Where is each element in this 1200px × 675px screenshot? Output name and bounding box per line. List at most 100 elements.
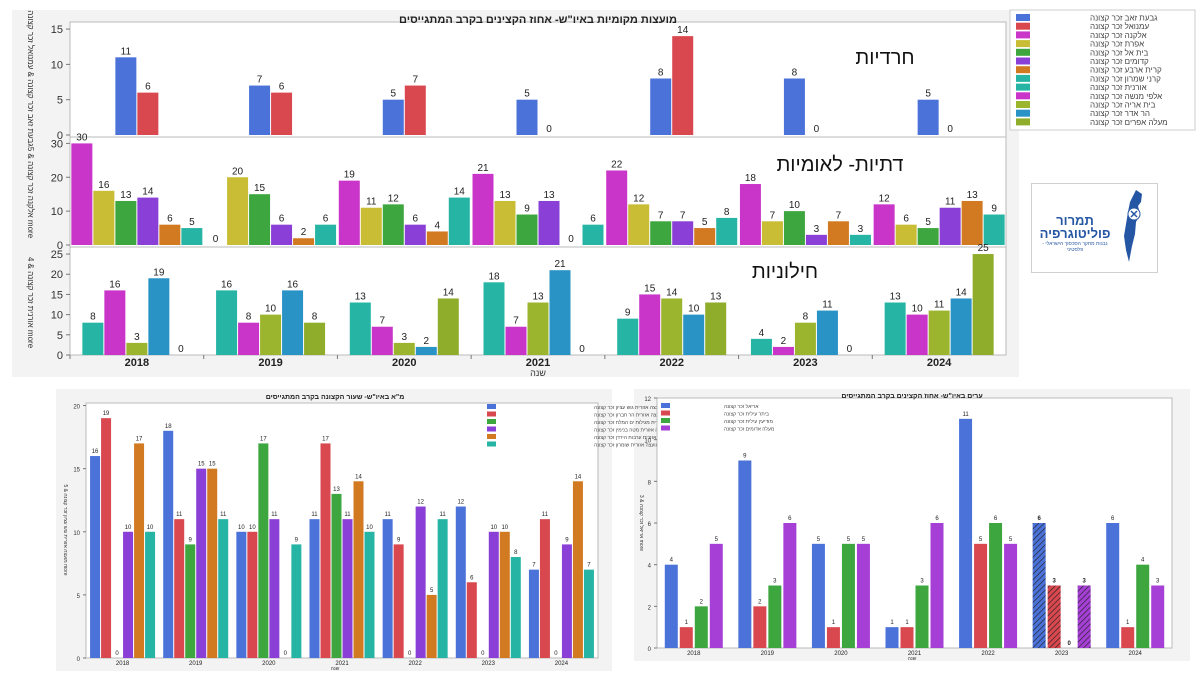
data-label: 9 [565,537,569,543]
bar [679,627,693,648]
data-label: 1 [1126,620,1130,626]
data-label: 10 [912,304,924,315]
bar [1151,585,1165,648]
data-label: 14 [677,25,689,36]
data-label: 10 [490,525,497,531]
legend-entry: מועצה אזורית הר חברון זכר קצונה [594,413,665,419]
bar [738,460,752,648]
bar [216,290,238,355]
bar [181,228,203,245]
bar [448,197,470,245]
data-label: 13 [543,190,555,201]
bar [185,544,196,658]
x-axis-label: שנה [331,666,340,672]
data-label: 8 [312,312,318,323]
data-label: 9 [189,537,193,543]
bar [826,627,840,648]
data-label: 12 [633,193,645,204]
data-label: 13 [120,190,132,201]
data-label: 16 [109,279,121,290]
y-tick-label: 10 [51,206,63,218]
data-label: 5 [979,537,983,543]
x-tick-label: 2019 [258,357,282,369]
bar [137,92,159,135]
bar [415,346,437,355]
data-label: 0 [814,124,820,135]
data-label: 3 [920,579,924,585]
legend-swatch [487,434,496,439]
bar [483,282,505,355]
legend-swatch [661,418,670,423]
data-label: 15 [644,283,656,294]
bar [115,200,137,245]
bar [437,519,448,658]
bar [683,314,705,355]
legend-entry: קדומים זכר קצונה [1090,57,1149,66]
data-label: 13 [333,487,340,493]
x-tick-label: 2021 [908,651,922,657]
data-label: 17 [260,436,267,442]
data-label: 7 [770,210,776,221]
bar [304,322,326,355]
bar [159,224,181,245]
data-label: 6 [279,214,285,225]
data-label: 11 [311,512,318,518]
bar [1136,564,1150,648]
x-tick-label: 2018 [125,357,149,369]
data-label: 4 [670,558,674,564]
legend-swatch [661,403,670,408]
data-label: 21 [554,259,566,270]
bar [816,310,838,355]
data-label: 11 [822,300,833,311]
data-label: 12 [417,500,424,506]
bar [293,238,315,245]
data-label: 16 [92,449,99,455]
bar [549,270,571,355]
x-axis-label: שנה [908,656,917,662]
bar [437,298,459,355]
data-label: 30 [76,132,88,143]
legend-swatch [661,425,670,431]
bar [805,234,827,245]
legend-entry: מועצה אזורית מגילות ים המלח זכר קצונה [594,419,680,426]
bar [1106,523,1120,648]
data-label: 0 [178,344,184,355]
legend-entry: מעלה אפרים זכר קצונה [1090,118,1168,127]
data-label: 6 [903,214,909,225]
legend-entry: מועצה אזורית מטה בנימין זכר קצונה [594,428,669,434]
bar [783,523,797,648]
x-tick-label: 2024 [927,357,952,369]
bar [884,302,906,355]
legend-swatch [487,441,496,447]
bar [772,346,794,355]
bar [972,254,994,355]
data-label: 6 [590,214,596,225]
legend-entry: מודיעין עילית זכר קצונה [724,418,773,425]
bar [761,221,783,245]
bar [915,585,929,648]
bar [218,519,229,658]
y-tick-label: 10 [644,439,651,445]
data-label: 11 [121,46,132,57]
data-label: 14 [355,474,362,480]
bar [360,207,382,245]
data-label: 11 [220,512,227,518]
data-label: 14 [666,287,678,298]
bar [1004,543,1018,648]
bar [338,180,360,245]
bar [583,569,594,658]
bar [794,322,816,355]
data-label: 6 [470,575,474,581]
panel-label: חרדיות [855,47,914,69]
bar [82,322,104,355]
data-label: 0 [1067,641,1071,647]
data-label: 11 [366,197,377,208]
data-label: 10 [501,525,508,531]
data-label: 6 [1111,516,1115,522]
data-label: 11 [945,197,956,208]
data-label: 3 [858,224,864,235]
bar [494,200,516,245]
y-tick-label: 15 [51,289,63,301]
bar [582,224,604,245]
data-label: 8 [246,312,252,323]
